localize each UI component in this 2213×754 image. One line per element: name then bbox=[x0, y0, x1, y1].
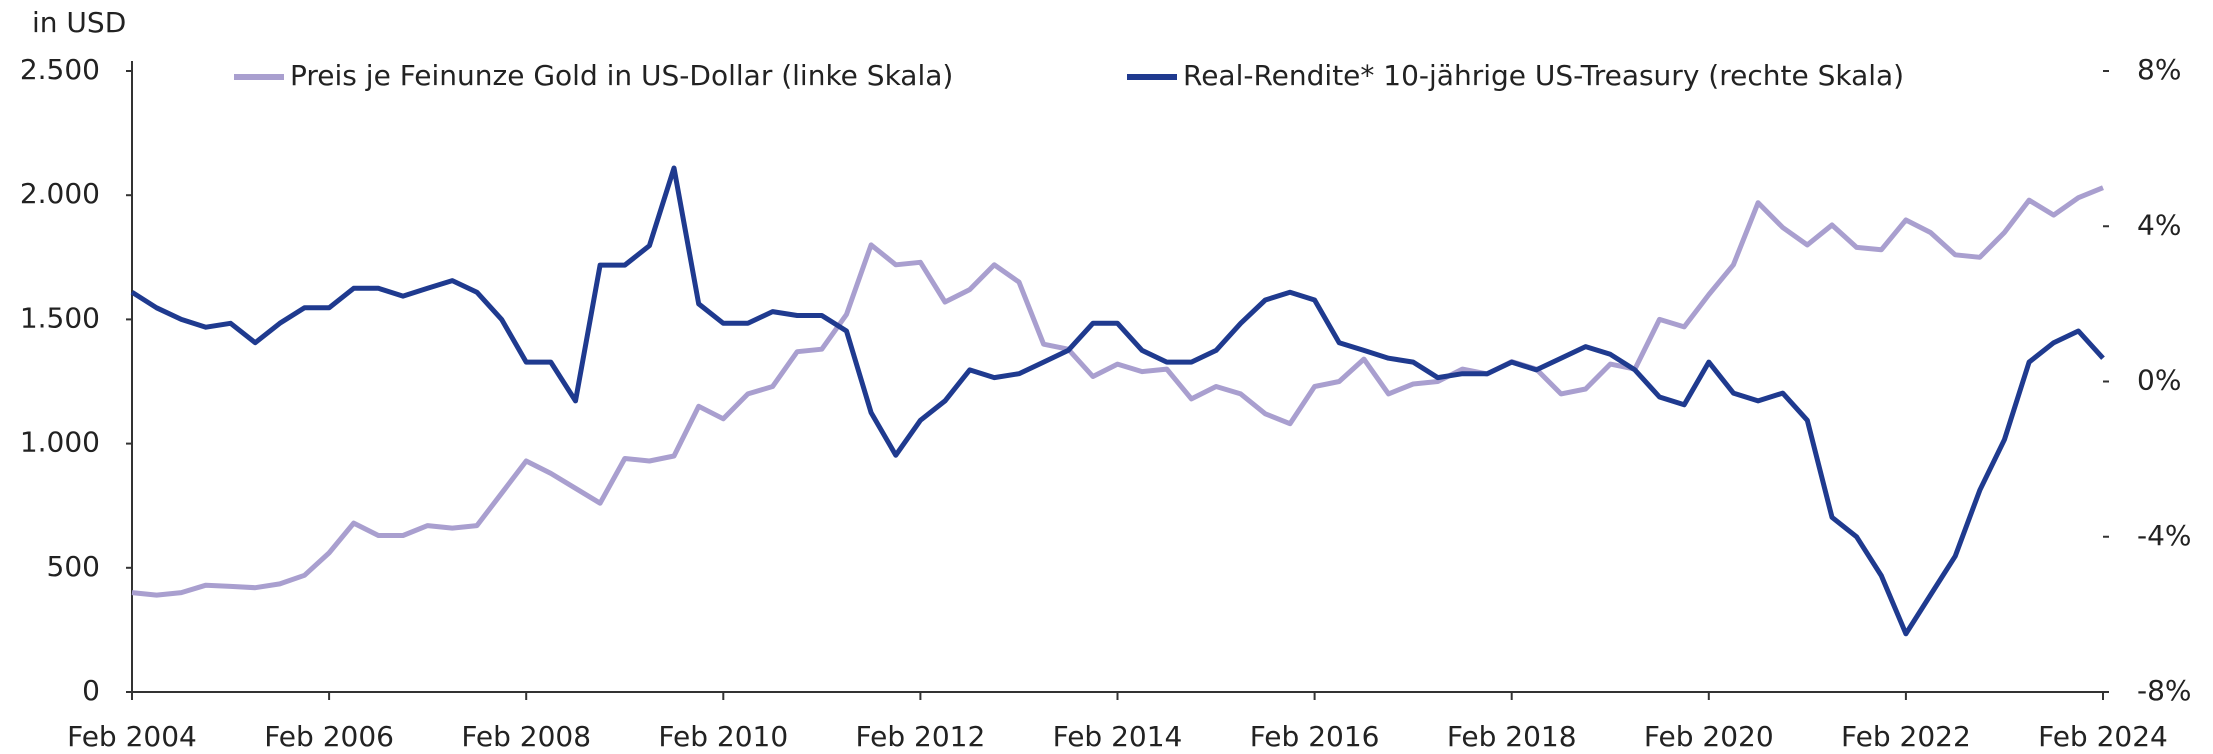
y2-tick-label: 4% bbox=[2137, 208, 2181, 241]
y-tick-label: 0 bbox=[82, 674, 100, 707]
x-tick-label: Feb 2006 bbox=[264, 720, 394, 753]
y-tick-label: 2.500 bbox=[20, 53, 100, 86]
series-line bbox=[130, 165, 2105, 637]
x-tick-label: Feb 2014 bbox=[1053, 720, 1183, 753]
x-tick-label: Feb 2016 bbox=[1250, 720, 1380, 753]
y-tick-label: 1.500 bbox=[20, 301, 100, 334]
x-tick-label: Feb 2012 bbox=[856, 720, 986, 753]
y-tick-label: 1.000 bbox=[20, 426, 100, 459]
y-axis-label: in USD bbox=[32, 6, 126, 39]
y-tick-label: 500 bbox=[47, 550, 100, 583]
x-tick-label: Feb 2024 bbox=[2038, 720, 2168, 753]
y2-tick-label: -8% bbox=[2137, 674, 2192, 707]
y2-tick-label: 8% bbox=[2137, 53, 2181, 86]
legend-label: Real-Rendite* 10-jährige US-Treasury (re… bbox=[1183, 59, 1904, 92]
x-tick-label: Feb 2008 bbox=[461, 720, 591, 753]
y2-tick-label: 0% bbox=[2137, 364, 2181, 397]
x-tick-label: Feb 2010 bbox=[658, 720, 788, 753]
y-tick-label: 2.000 bbox=[20, 177, 100, 210]
x-tick-label: Feb 2022 bbox=[1841, 720, 1971, 753]
series-line bbox=[131, 185, 2104, 598]
x-tick-label: Feb 2004 bbox=[67, 720, 197, 753]
x-tick-label: Feb 2020 bbox=[1644, 720, 1774, 753]
legend-label: Preis je Feinunze Gold in US-Dollar (lin… bbox=[290, 59, 953, 92]
y2-tick-label: -4% bbox=[2137, 519, 2192, 552]
x-tick-label: Feb 2018 bbox=[1447, 720, 1577, 753]
